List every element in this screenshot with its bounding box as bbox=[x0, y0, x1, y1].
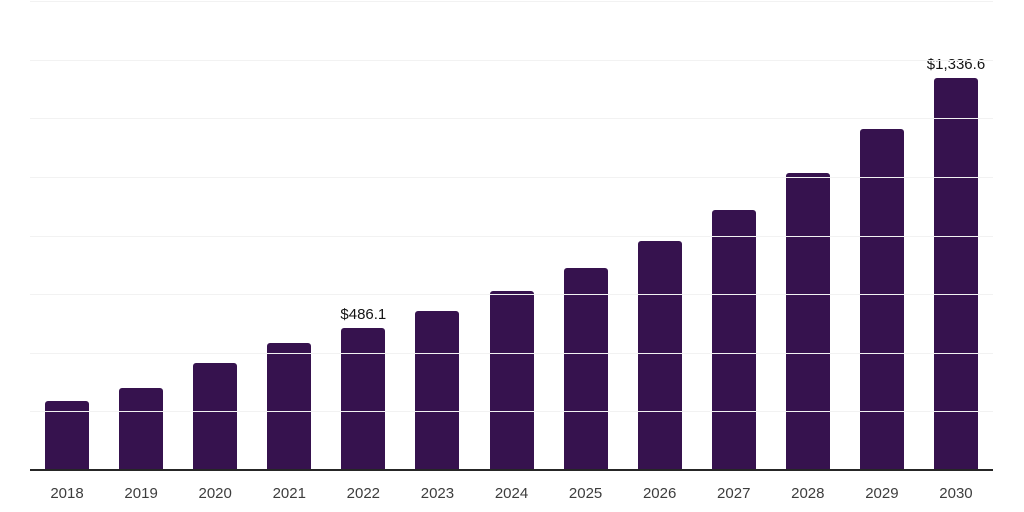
x-tick-label-2026: 2026 bbox=[642, 485, 677, 502]
bar-2029[interactable] bbox=[859, 129, 904, 470]
bar-column-2021 bbox=[252, 1, 326, 470]
bar-column-2028 bbox=[771, 1, 845, 470]
bar-column-2022: $486.1 bbox=[326, 1, 400, 470]
bar-column-2029 bbox=[845, 1, 919, 470]
gridline-1600 bbox=[30, 1, 993, 2]
bar-2025[interactable] bbox=[563, 268, 608, 470]
bar-2021[interactable] bbox=[267, 343, 312, 470]
bar-column-2019 bbox=[104, 1, 178, 470]
gridline-1400 bbox=[30, 59, 993, 61]
x-tick-label-2018: 2018 bbox=[50, 485, 84, 502]
gridline-1200 bbox=[30, 118, 993, 120]
gridline-800 bbox=[30, 235, 993, 237]
bar-2020[interactable] bbox=[193, 362, 238, 470]
bar-2026[interactable] bbox=[637, 240, 682, 470]
gridline-400 bbox=[30, 352, 993, 354]
plot-area: $486.1 $1,336.6 bbox=[30, 1, 993, 470]
gridline-600 bbox=[30, 294, 993, 296]
bars-container: $486.1 $1,336.6 bbox=[30, 1, 993, 470]
x-tick-label-2023: 2023 bbox=[420, 485, 455, 502]
x-tick-label-2029: 2029 bbox=[865, 485, 899, 502]
bar-2019[interactable] bbox=[119, 388, 164, 470]
bar-2027[interactable] bbox=[711, 209, 756, 470]
bar-column-2026 bbox=[623, 1, 697, 470]
x-tick-label-2022: 2022 bbox=[346, 485, 381, 502]
bar-2028[interactable] bbox=[785, 173, 830, 470]
gridline-1000 bbox=[30, 176, 993, 178]
bar-column-2030: $1,336.6 bbox=[919, 1, 993, 470]
bar-column-2027 bbox=[697, 1, 771, 470]
gridline-200 bbox=[30, 411, 993, 413]
x-tick-label-2028: 2028 bbox=[791, 485, 825, 502]
bar-2024[interactable] bbox=[489, 291, 534, 470]
x-axis-tick-labels: 2018 2019 2020 2021 2022 2023 2024 2025 2026 2027… bbox=[30, 485, 993, 503]
bar-2030[interactable] bbox=[933, 78, 978, 470]
x-axis-line bbox=[30, 469, 993, 471]
x-tick-label-2027: 2027 bbox=[717, 485, 751, 502]
bar-2022[interactable] bbox=[341, 327, 386, 470]
x-tick-label-2019: 2019 bbox=[124, 485, 158, 502]
x-tick-label-2025: 2025 bbox=[568, 485, 603, 502]
bar-column-2023 bbox=[400, 1, 474, 470]
x-tick-label-2030: 2030 bbox=[939, 485, 973, 502]
bar-column-2025 bbox=[549, 1, 623, 470]
x-tick-label-2020: 2020 bbox=[198, 485, 232, 502]
x-tick-label-2021: 2021 bbox=[272, 485, 306, 502]
bar-column-2024 bbox=[474, 1, 548, 470]
bar-column-2020 bbox=[178, 1, 252, 470]
bar-value-label-2022: $486.1 bbox=[340, 305, 387, 323]
bar-2023[interactable] bbox=[415, 311, 460, 470]
x-tick-label-2024: 2024 bbox=[494, 485, 529, 502]
